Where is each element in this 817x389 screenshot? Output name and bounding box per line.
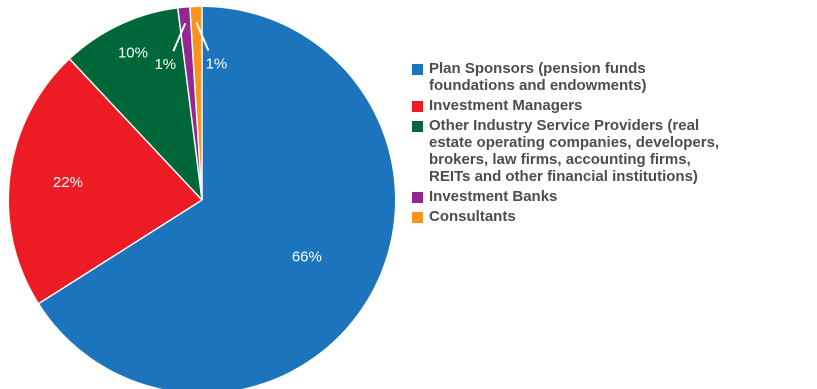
slice-separator [38, 199, 203, 305]
legend-item-consultants: Consultants [412, 208, 812, 225]
pie-slice-investment-managers [8, 59, 202, 304]
slice-separator [189, 7, 203, 201]
legend: Plan Sponsors (pension funds foundations… [412, 60, 812, 225]
legend-swatch-plan-sponsors [412, 64, 423, 75]
pie-slice-other-industry-service-providers [69, 8, 202, 200]
slice-label-other-industry-service-providers: 10% [118, 44, 148, 61]
slice-separator [69, 58, 203, 201]
legend-label-plan-sponsors: Plan Sponsors (pension funds foundations… [429, 60, 647, 94]
slice-label-investment-banks: 1% [154, 56, 176, 73]
slice-separator [177, 8, 203, 201]
legend-swatch-consultants [412, 212, 423, 223]
pie-slices [8, 7, 395, 389]
legend-swatch-investment-banks [412, 192, 423, 203]
pie-chart: 66% 22% 10% 1% 1% [8, 7, 395, 389]
legend-item-other-service-providers: Other Industry Service Providers (real e… [412, 117, 812, 185]
legend-label-investment-managers: Investment Managers [429, 97, 583, 114]
leader-line-investment-banks [172, 22, 187, 52]
legend-swatch-investment-managers [412, 101, 423, 112]
legend-swatch-other-service-providers [412, 121, 423, 132]
legend-item-investment-banks: Investment Banks [412, 188, 812, 205]
leader-line-consultants [195, 22, 210, 51]
legend-item-investment-managers: Investment Managers [412, 97, 812, 114]
pie-slice-plan-sponsors [39, 7, 395, 389]
slice-label-consultants: 1% [206, 55, 228, 72]
slice-label-investment-managers: 22% [53, 174, 83, 191]
legend-label-investment-banks: Investment Banks [429, 188, 558, 205]
legend-label-other-service-providers: Other Industry Service Providers (real e… [429, 117, 720, 185]
slice-labels: 66% 22% 10% 1% 1% [53, 44, 322, 265]
slice-label-plan-sponsors: 66% [292, 249, 322, 266]
leader-lines [172, 22, 210, 52]
legend-label-consultants: Consultants [429, 208, 516, 225]
legend-item-plan-sponsors: Plan Sponsors (pension funds foundations… [412, 60, 812, 94]
